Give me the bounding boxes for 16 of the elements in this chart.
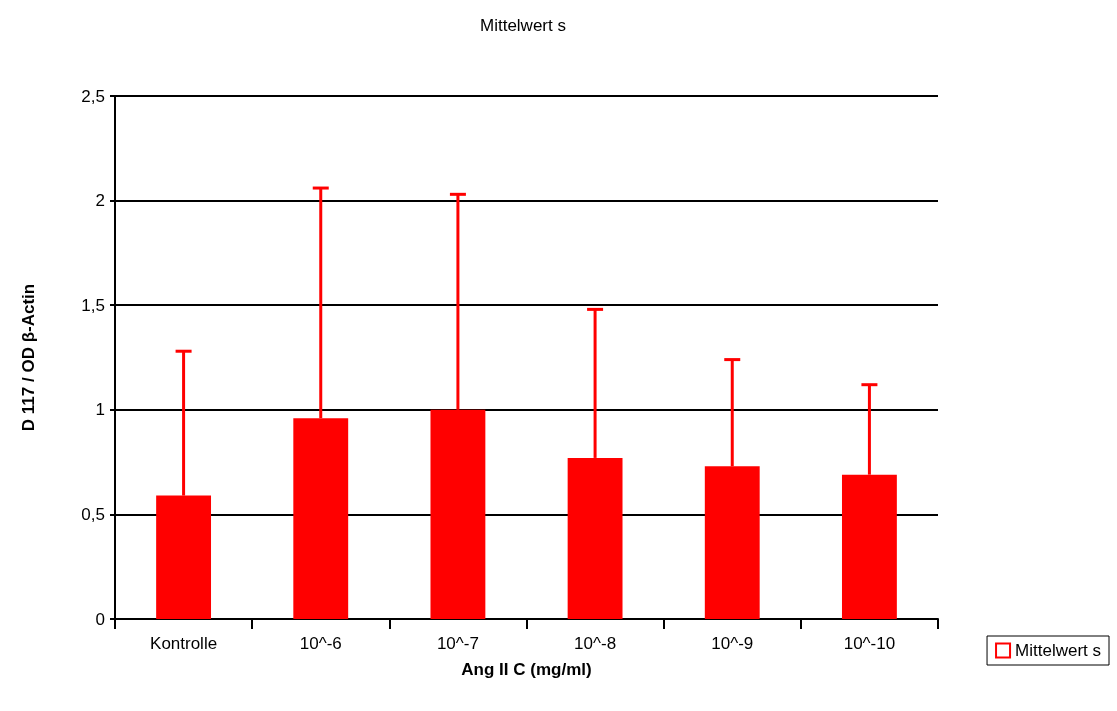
x-tick-label: 10^-10 [843,634,896,653]
y-axis-title: D 117 / OD β-Actin [19,283,38,432]
y-tick-label: 1,5 [81,295,105,315]
y-tick-label: 2 [95,191,105,211]
x-tick-label: 10^-9 [711,634,754,653]
y-tick-label: 1 [95,400,105,420]
y-tick-label: 0 [95,609,105,629]
y-tick-label: 2,5 [81,86,105,106]
y-tick-label: 0,5 [81,504,105,524]
chart-title: Mittelwert s [480,16,566,35]
x-tick-label: 10^-6 [299,634,342,653]
x-tick-label: Kontrolle [150,634,218,653]
x-tick-label: 10^-8 [574,634,617,653]
legend-label: Mittelwert s [1015,641,1102,660]
x-tick-label: 10^-7 [436,634,479,653]
x-axis-title: Ang II C (mg/ml) [461,660,592,679]
